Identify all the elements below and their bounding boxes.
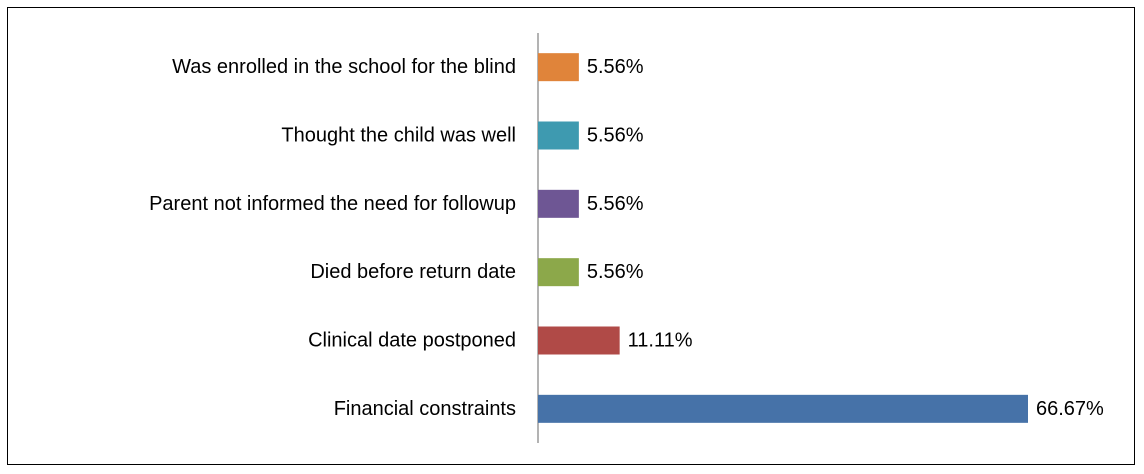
category-label-1: Thought the child was well: [281, 125, 516, 147]
bar-0: [538, 53, 579, 82]
category-label-4: Clinical date postponed: [308, 330, 516, 352]
bar-1: [538, 121, 579, 150]
category-label-0: Was enrolled in the school for the blind: [172, 56, 516, 78]
value-label-3: 5.56%: [587, 261, 644, 283]
bar-4: [538, 326, 620, 355]
chart-frame: [7, 7, 1135, 465]
value-label-2: 5.56%: [587, 193, 644, 215]
category-label-5: Financial constraints: [334, 398, 516, 420]
category-label-3: Died before return date: [310, 261, 516, 283]
bar-5: [538, 394, 1028, 423]
value-label-1: 5.56%: [587, 125, 644, 147]
value-label-0: 5.56%: [587, 56, 644, 78]
value-label-5: 66.67%: [1036, 398, 1104, 420]
bar-2: [538, 189, 579, 218]
category-label-2: Parent not informed the need for followu…: [149, 193, 516, 215]
value-label-4: 11.11%: [628, 330, 693, 352]
bar-3: [538, 258, 579, 287]
